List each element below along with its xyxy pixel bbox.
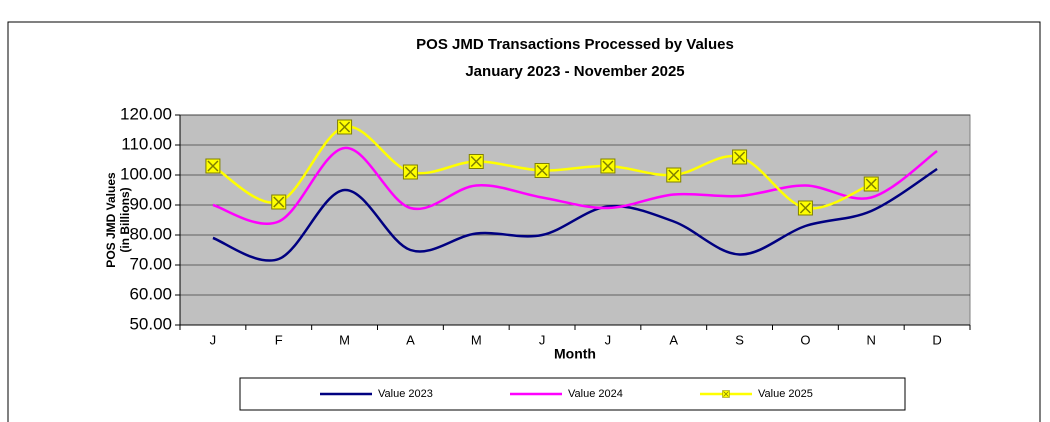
marker — [732, 149, 748, 165]
x-tick-label: J — [605, 332, 612, 347]
marker — [863, 176, 879, 192]
x-tick-label: M — [339, 332, 350, 347]
marker — [722, 390, 730, 398]
legend-label: Value 2024 — [568, 388, 623, 400]
x-tick-label: J — [210, 332, 217, 347]
marker — [337, 119, 353, 135]
y-tick-label: 110.00 — [121, 134, 172, 153]
marker — [205, 158, 221, 174]
marker — [271, 194, 287, 210]
x-tick-label: F — [275, 332, 283, 347]
x-tick-label: J — [539, 332, 546, 347]
y-axis-label: (in Billions) — [118, 187, 132, 252]
marker — [797, 200, 813, 216]
series-line — [212, 167, 938, 262]
marker-x — [536, 164, 548, 177]
marker-x — [668, 169, 680, 181]
marker-x — [734, 151, 746, 163]
series-line — [212, 146, 938, 225]
y-tick-label: 70.00 — [129, 254, 172, 273]
marker — [666, 167, 682, 183]
marker-x — [799, 202, 811, 214]
marker-x — [404, 166, 416, 178]
y-tick-label: 100.00 — [120, 164, 172, 183]
x-tick-label: O — [800, 332, 810, 347]
marker-x — [602, 160, 614, 172]
legend-label: Value 2025 — [758, 388, 813, 400]
marker — [534, 163, 550, 178]
x-tick-label: D — [932, 332, 941, 347]
marker — [600, 158, 616, 174]
x-tick-label: A — [669, 332, 678, 347]
marker — [468, 154, 484, 169]
y-tick-label: 90.00 — [129, 194, 172, 213]
y-tick-label: 60.00 — [129, 284, 172, 303]
marker-x — [273, 196, 285, 208]
y-tick-label: 120.00 — [120, 104, 172, 123]
chart-subtitle: January 2023 - November 2025 — [465, 63, 684, 80]
chart-frame — [7, 21, 1041, 422]
marker-x — [207, 160, 219, 172]
x-tick-label: M — [471, 332, 482, 347]
x-tick-label: S — [735, 332, 744, 347]
y-axis-label: POS JMD Values — [104, 172, 118, 268]
chart-title: POS JMD Transactions Processed by Values — [416, 36, 734, 53]
x-tick-label: A — [406, 332, 415, 347]
y-tick-label: 80.00 — [129, 224, 172, 243]
marker-x — [865, 178, 877, 190]
x-axis-label: Month — [554, 346, 596, 362]
marker — [402, 164, 418, 180]
x-tick-label: N — [867, 332, 876, 347]
legend-label: Value 2023 — [378, 388, 433, 400]
marker-x — [470, 155, 482, 168]
marker-x — [723, 391, 729, 397]
marker-x — [339, 121, 351, 133]
y-tick-label: 50.00 — [129, 314, 172, 333]
